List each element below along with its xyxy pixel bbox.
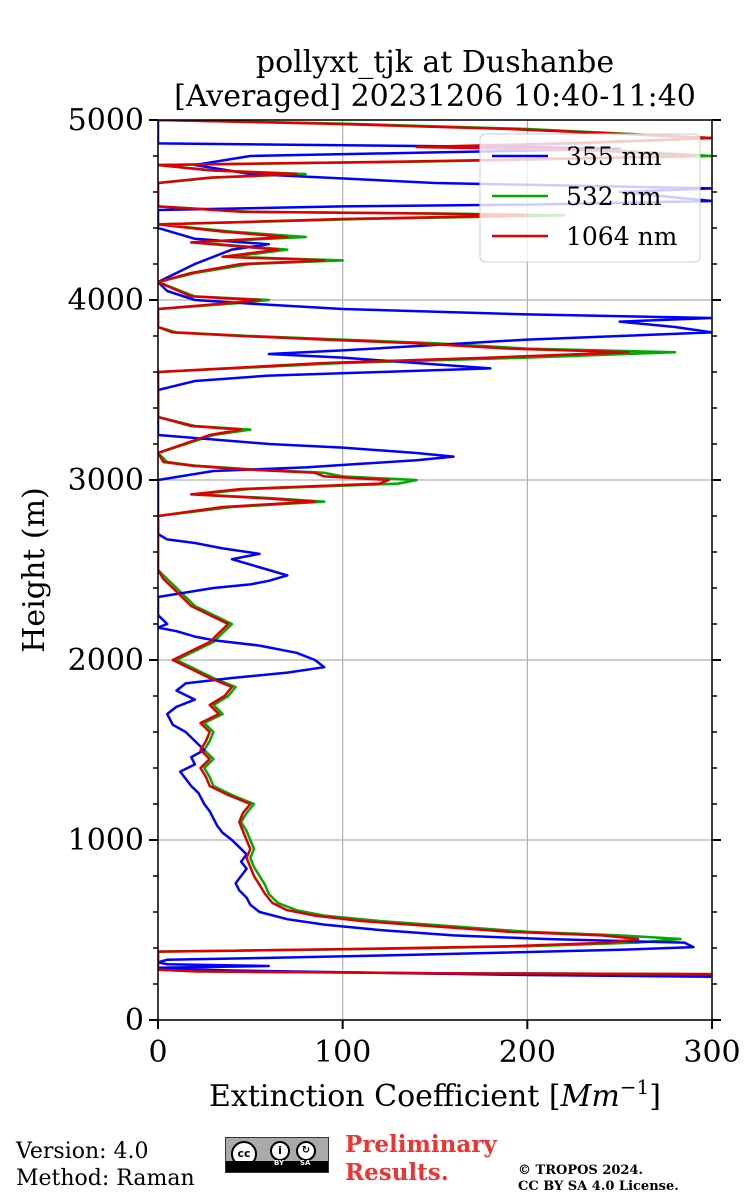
preliminary-line2: Results. [345,1159,449,1186]
y-tick-label: 0 [125,1003,144,1038]
x-tick-label: 200 [499,1035,556,1070]
license-badge-sa: SA [300,1159,311,1167]
sa-icon: ↻ [296,1141,316,1161]
license-badge-bar: BY SA [226,1159,328,1172]
axis-ticks [149,119,721,1029]
legend: 355 nm 532 nm 1064 nm [479,133,701,263]
by-icon: i [270,1141,290,1161]
series-lines [158,120,712,979]
version-text: Version: 4.0 [16,1139,149,1164]
footer-info: Version: 4.0 Method: Raman [16,1138,195,1192]
x-axis-label-unit: Mm [560,1079,620,1114]
x-tick-labels: 0 100 200 300 [148,1035,740,1070]
x-axis-label-exponent: −1 [620,1075,649,1099]
y-tick-label: 3000 [68,463,144,498]
x-tick-label: 0 [148,1035,167,1070]
legend-label-532: 532 nm [566,182,662,211]
preliminary-line1: Preliminary [345,1131,497,1158]
y-tick-label: 1000 [68,823,144,858]
x-axis-label: Extinction Coefficient [Mm−1] [209,1075,661,1114]
legend-label-1064: 1064 nm [566,222,678,251]
method-text: Method: Raman [16,1166,195,1191]
series-line-1064-nm [158,120,712,976]
y-tick-labels: 0 1000 2000 3000 4000 5000 [68,103,144,1038]
preliminary-notice: Preliminary Results. [345,1131,497,1187]
y-tick-label: 4000 [68,283,144,318]
chart-subtitle: [Averaged] 20231206 10:40-11:40 [174,79,696,114]
plot-frame [157,119,713,1021]
y-axis-label: Height (m) [17,487,52,652]
legend-box [479,133,701,263]
x-tick-label: 300 [683,1035,740,1070]
copyright-notice: © TROPOS 2024. CC BY SA 4.0 License. [518,1163,679,1195]
x-tick-label: 100 [314,1035,371,1070]
y-tick-label: 5000 [68,103,144,138]
y-tick-label: 2000 [68,643,144,678]
chart-title: pollyxt_tjk at Dushanbe [256,45,614,80]
license-badge-by: BY [274,1159,285,1167]
legend-label-355: 355 nm [566,142,662,171]
copyright-line1: © TROPOS 2024. [518,1163,644,1178]
x-axis-label-text: Extinction Coefficient [ [209,1079,561,1114]
series-line-355-nm [158,120,712,979]
x-axis-label-end: ] [649,1079,661,1114]
copyright-line2: CC BY SA 4.0 License. [518,1179,679,1194]
license-badge: cc i ↻ BY SA [225,1137,329,1173]
